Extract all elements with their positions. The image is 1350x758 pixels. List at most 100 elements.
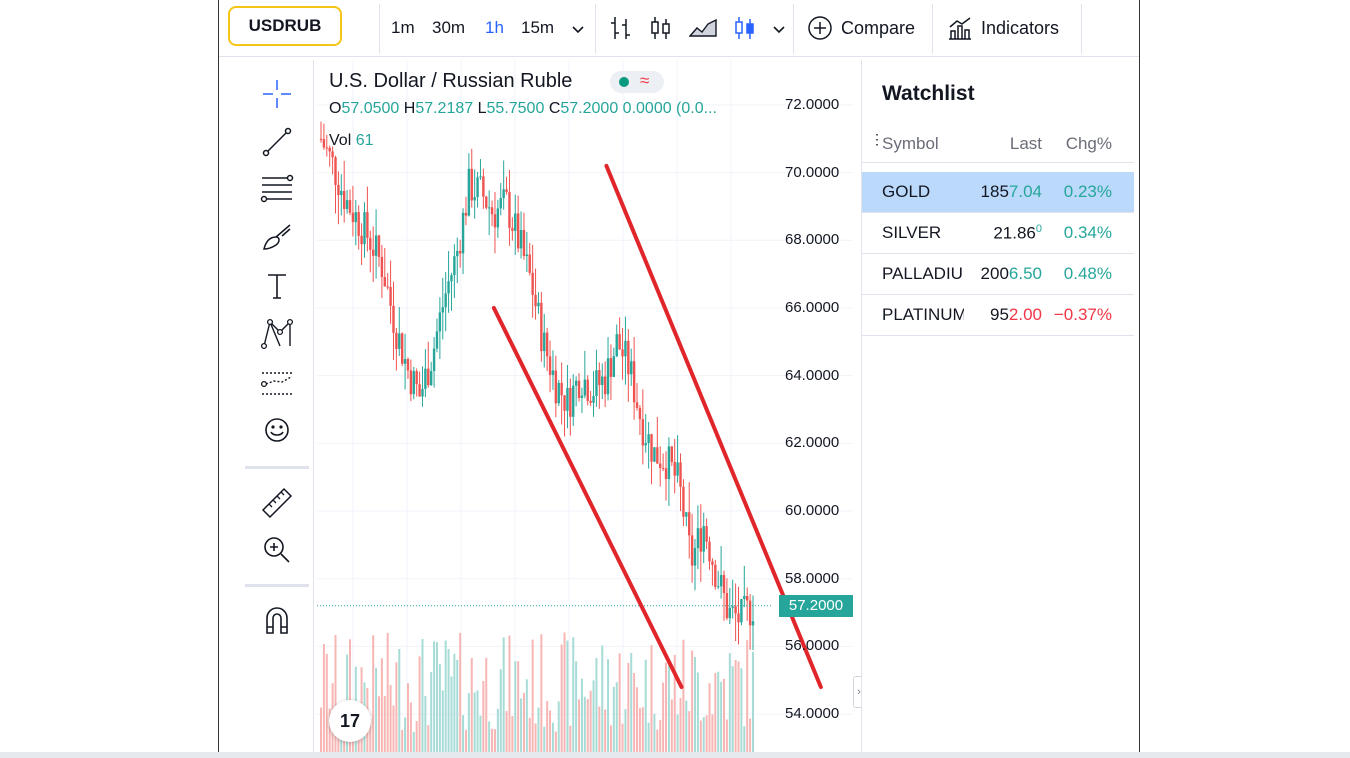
column-chg[interactable]: Chg% (1065, 134, 1112, 153)
candle-body (731, 606, 734, 608)
column-last[interactable]: Last (1009, 134, 1042, 153)
candle-body (435, 331, 439, 349)
brush-icon[interactable] (259, 220, 295, 256)
candle-body (737, 613, 740, 623)
candle-body (563, 395, 566, 411)
pattern-icon[interactable] (259, 316, 295, 352)
candle-body (560, 382, 563, 396)
timeframe-15m[interactable]: 15m (521, 18, 555, 37)
bar-chart-icon[interactable] (609, 10, 641, 46)
volume-bar (409, 702, 412, 752)
price-tick-label: 64.0000 (785, 366, 840, 384)
candle-body (722, 575, 726, 593)
candles-icon[interactable] (649, 10, 681, 46)
candle-body (429, 371, 433, 386)
candle-body (418, 384, 421, 397)
volume-bar (517, 661, 520, 752)
status-pill[interactable]: ≈ (610, 71, 664, 93)
volume-bar (647, 722, 650, 752)
watchlist-row[interactable]: PALLADIUM 2006.50 0.48% (862, 254, 1134, 295)
chart-pane[interactable]: U.S. Dollar / Russian Ruble ≈ O57.0500 H… (317, 60, 853, 752)
tradingview-logo[interactable]: 17 (329, 700, 371, 742)
watchlist-row[interactable]: GOLD 1857.04 0.23% (862, 172, 1134, 213)
text-icon[interactable] (259, 268, 295, 304)
watchlist-row[interactable]: SILVER 21.860 0.34% (862, 213, 1134, 254)
volume-bar (476, 690, 479, 752)
candle-body (751, 621, 755, 626)
column-symbol[interactable]: Symbol (882, 134, 939, 153)
toolbar-divider (793, 4, 794, 54)
volume-bar (636, 687, 639, 752)
forecast-icon[interactable] (259, 364, 295, 400)
volume-bar (662, 682, 665, 752)
indicators-button[interactable]: Indicators (947, 10, 1059, 46)
candle-body (325, 147, 328, 149)
volume-bar (557, 701, 560, 752)
fib-icon[interactable] (259, 172, 295, 208)
zoom-icon[interactable] (259, 532, 295, 568)
volume-bar (464, 729, 467, 752)
drag-handle-icon[interactable]: ⋮ (870, 131, 884, 147)
candle-body (528, 254, 531, 273)
volume-bar (334, 635, 337, 752)
watchlist-last: 1857.04 (980, 182, 1042, 201)
volume-bar (482, 681, 485, 752)
magnet-icon[interactable] (259, 602, 295, 638)
toolbar-divider (245, 584, 309, 587)
volume-bar (734, 659, 737, 752)
volume-value: 61 (355, 132, 374, 149)
high-value: 57.2187 (415, 100, 474, 117)
volume-bar (549, 710, 552, 752)
candle-body (656, 447, 659, 464)
volume-bar (375, 667, 378, 752)
candle-body (505, 189, 508, 193)
price-scale[interactable]: 72.0000 70.0000 68.0000 66.0000 64.0000 62.00… (775, 60, 855, 752)
candle-body (386, 286, 389, 288)
volume-bar (412, 731, 415, 752)
area-icon[interactable] (689, 10, 725, 46)
crosshair-icon[interactable] (259, 76, 295, 112)
volume-bar (563, 632, 566, 752)
volume-bar (534, 723, 537, 752)
toolbar-divider (595, 4, 596, 54)
chart-type-chevron-icon[interactable] (773, 12, 793, 48)
volume-bar (398, 648, 401, 752)
ohlc-legend: O57.0500 H57.2187 L55.7500 C57.2000 0.00… (329, 100, 717, 117)
candle-body (383, 277, 386, 287)
candle-body (548, 356, 552, 375)
candle-body (453, 256, 456, 276)
volume-bar (508, 635, 511, 752)
delay-marker: ≈ (640, 71, 650, 90)
volume-bar (511, 716, 514, 752)
watchlist-row[interactable]: PLATINUM 952.00 −0.37% (862, 295, 1134, 336)
candle-body (740, 599, 743, 623)
emoji-icon[interactable] (259, 412, 295, 448)
volume-bar (554, 731, 557, 752)
volume-bar (322, 644, 325, 752)
timeframe-1m[interactable]: 1m (391, 18, 415, 37)
volume-bar (401, 729, 404, 752)
symbol-search-button[interactable]: USDRUB (228, 6, 342, 46)
trendline-icon[interactable] (259, 124, 295, 160)
candle-body (641, 419, 645, 446)
candle-body (603, 376, 607, 395)
volume-bar (580, 678, 583, 752)
candle-body (409, 370, 413, 395)
volume-bar (424, 696, 427, 752)
candle-body (357, 212, 360, 236)
volume-bar (459, 632, 462, 752)
volume-bar (694, 656, 697, 752)
volume-bar (462, 715, 465, 752)
ruler-icon[interactable] (259, 484, 295, 520)
candle-body (406, 359, 410, 371)
compare-button[interactable]: Compare (807, 10, 915, 46)
candle-body (403, 359, 407, 364)
timeframe-1h[interactable]: 1h (485, 18, 504, 37)
hollow-candles-icon[interactable] (733, 10, 765, 46)
volume-bar (630, 652, 633, 752)
watchlist-last: 2006.50 (980, 264, 1042, 283)
volume-bar (447, 649, 450, 752)
timeframe-dropdown-chevron-icon[interactable] (572, 12, 592, 48)
volume-bar (644, 659, 647, 752)
timeframe-30m[interactable]: 30m (432, 18, 466, 37)
